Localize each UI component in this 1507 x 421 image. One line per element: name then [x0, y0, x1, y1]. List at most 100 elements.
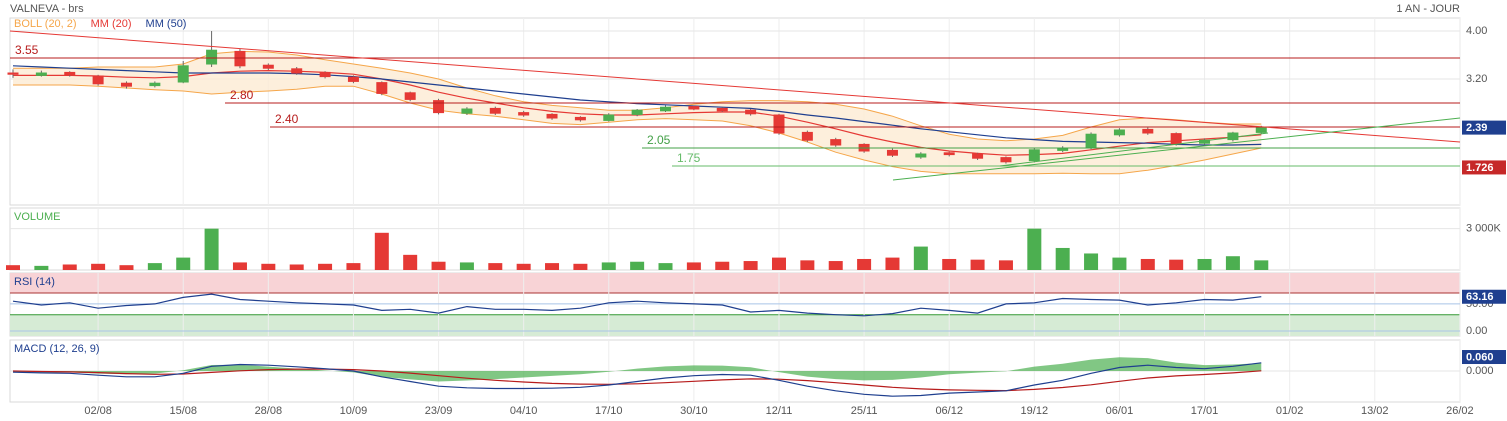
- candle-body: [801, 131, 813, 141]
- volume-bar: [346, 263, 361, 270]
- x-tick-label: 13/02: [1361, 405, 1389, 417]
- volume-bar: [403, 254, 418, 270]
- candle-body: [1255, 127, 1267, 133]
- candle-body: [120, 82, 132, 87]
- candle-body: [291, 68, 303, 74]
- y-tick-label: 3 000K: [1466, 223, 1502, 235]
- candle-body: [1227, 132, 1239, 141]
- level-label: 1.75: [677, 151, 701, 165]
- panel-frame: [9, 207, 1461, 271]
- candle-body: [206, 49, 218, 65]
- candle-body: [433, 100, 445, 114]
- x-tick-label: 28/08: [255, 405, 283, 417]
- volume-bar: [715, 261, 730, 270]
- level-label: 2.40: [275, 112, 299, 126]
- y-tick-label: 3.20: [1466, 73, 1487, 85]
- candle-body: [603, 114, 615, 121]
- candle-body: [518, 112, 530, 116]
- volume-bar: [1254, 260, 1269, 270]
- volume-bar: [261, 263, 276, 270]
- level-label: 2.05: [647, 133, 671, 147]
- candle-body: [886, 149, 898, 156]
- x-tick-label: 26/02: [1446, 405, 1474, 417]
- volume-bar: [6, 265, 20, 270]
- candle-body: [177, 65, 189, 83]
- candle-body: [574, 116, 586, 121]
- volume-bar: [91, 263, 106, 270]
- candle-body: [319, 71, 331, 78]
- legend-entry: MM (20): [91, 18, 132, 30]
- volume-bar: [800, 260, 815, 270]
- candle-body: [1142, 128, 1154, 134]
- x-tick-label: 10/09: [340, 405, 368, 417]
- panel-title: VOLUME: [14, 211, 60, 223]
- y-tick-label: 4.00: [1466, 25, 1487, 37]
- x-tick-label: 06/12: [935, 405, 963, 417]
- macd-histogram: [13, 357, 1262, 382]
- candle-body: [660, 106, 672, 112]
- value-badge: [1462, 289, 1506, 304]
- candle-body: [489, 107, 501, 114]
- rsi-line: [12, 293, 1262, 317]
- candle-body: [716, 107, 728, 112]
- candle-body: [745, 109, 757, 115]
- candle-body: [404, 92, 416, 100]
- volume-bar: [1084, 253, 1099, 270]
- overbought-zone: [10, 273, 1460, 294]
- candle-body: [92, 75, 104, 85]
- volume-bar: [119, 265, 134, 270]
- volume-bar: [1225, 256, 1240, 270]
- candle-body: [1085, 133, 1097, 148]
- volume-bar: [1197, 258, 1212, 270]
- volume-bar: [630, 261, 645, 270]
- candle-body: [546, 113, 558, 119]
- x-tick-label: 23/09: [425, 405, 453, 417]
- candle-body: [347, 76, 359, 82]
- candle-body: [149, 82, 161, 87]
- candle-body: [830, 139, 842, 146]
- x-tick-label: 01/02: [1276, 405, 1304, 417]
- value-badge: [1462, 350, 1506, 365]
- x-tick-label: 02/08: [84, 405, 112, 417]
- candle-body: [972, 153, 984, 159]
- volume-bar: [1169, 259, 1184, 270]
- trend-line: [892, 117, 1461, 181]
- moving-average: [12, 65, 1262, 146]
- value-badge-label: 0.060: [1466, 351, 1494, 363]
- value-badge: [1462, 120, 1506, 135]
- volume-bar: [601, 262, 616, 270]
- x-tick-label: 17/10: [595, 405, 623, 417]
- x-tick-label: 06/01: [1106, 405, 1134, 417]
- volume-bar: [431, 261, 446, 270]
- level-label: 3.55: [15, 43, 39, 57]
- candle-body: [376, 82, 388, 94]
- x-tick-label: 30/10: [680, 405, 708, 417]
- candle-body: [943, 152, 955, 156]
- volume-bar: [1027, 228, 1042, 270]
- value-badge-label: 1.726: [1466, 162, 1494, 174]
- y-tick-label: 0.000: [1466, 365, 1494, 377]
- volume-bar: [942, 258, 957, 270]
- oversold-zone: [10, 314, 1460, 336]
- candle-body: [35, 72, 47, 76]
- x-tick-label: 17/01: [1191, 405, 1219, 417]
- x-tick-label: 12/11: [766, 405, 793, 417]
- chart-title: VALNEVA - brs: [10, 3, 84, 15]
- macd-line: [12, 362, 1262, 397]
- volume-bar: [1140, 258, 1155, 270]
- level-label: 2.80: [230, 88, 254, 102]
- candle-body: [1170, 133, 1182, 145]
- volume-bar: [62, 264, 77, 270]
- volume-bar: [374, 232, 389, 270]
- volume-bar: [176, 257, 191, 270]
- candle-body: [461, 108, 473, 114]
- volume-bar: [34, 265, 49, 270]
- volume-bar: [771, 257, 786, 270]
- volume-bar: [970, 259, 985, 270]
- x-tick-label: 19/12: [1021, 405, 1049, 417]
- chart-subtitle: 1 AN - JOUR: [1396, 3, 1460, 15]
- volume-bar: [885, 257, 900, 270]
- value-badge: [1462, 160, 1506, 175]
- y-tick-label: 0.00: [1466, 325, 1487, 337]
